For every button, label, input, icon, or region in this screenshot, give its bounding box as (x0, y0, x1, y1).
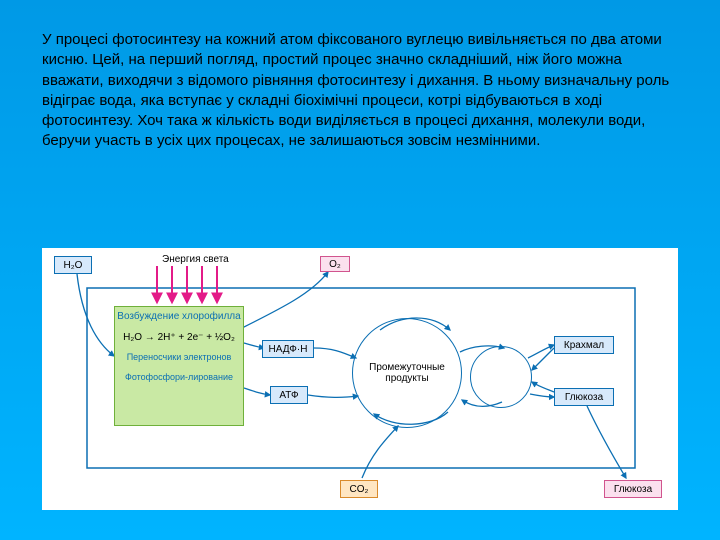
green-sub2: Фотофосфори-лирование (115, 373, 243, 383)
diagram-container: Энергия света H₂O O₂ Возбуждение хлорофи… (42, 248, 678, 510)
green-sub1: Переносчики электронов (115, 353, 243, 363)
box-starch: Крахмал (554, 336, 614, 354)
photosynthesis-diagram: Энергия света H₂O O₂ Возбуждение хлорофи… (42, 248, 678, 510)
circle-small (470, 346, 532, 408)
box-atp: АТФ (270, 386, 308, 404)
paragraph: У процесі фотосинтезу на кожний атом фік… (42, 30, 682, 152)
box-glucose: Глюкоза (554, 388, 614, 406)
green-equation: H₂O → 2H⁺ + 2e⁻ + ½O₂ (115, 332, 243, 343)
box-h2o: H₂O (54, 256, 92, 274)
light-label: Энергия света (162, 254, 229, 265)
green-title: Возбуждение хлорофилла (115, 307, 243, 322)
circle-intermediates: Промежуточные продукты (352, 318, 462, 428)
box-nadph: НАДФ·H (262, 340, 314, 358)
box-glucose-out: Глюкоза (604, 480, 662, 498)
box-co2: CO₂ (340, 480, 378, 498)
green-tile: Возбуждение хлорофилла H₂O → 2H⁺ + 2e⁻ +… (114, 306, 244, 426)
box-o2: O₂ (320, 256, 350, 272)
